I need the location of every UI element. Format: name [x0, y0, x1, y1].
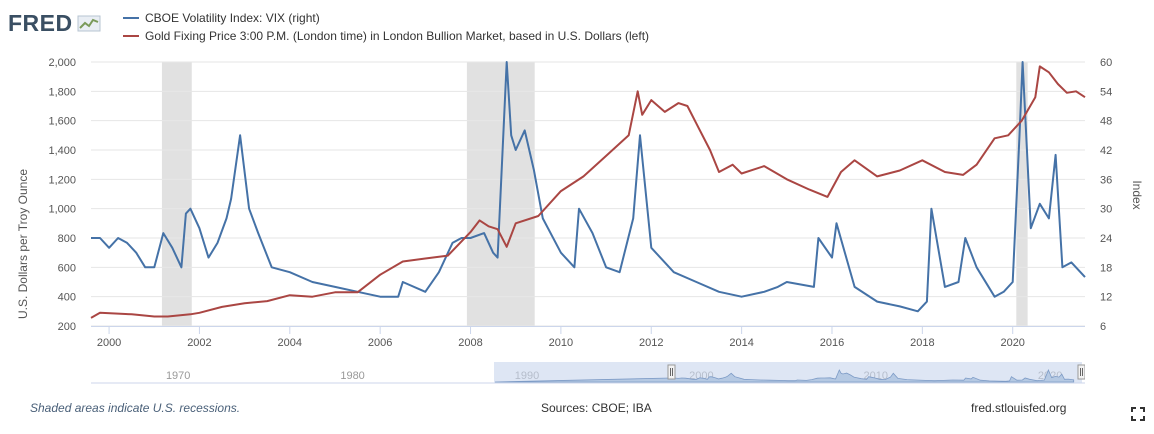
navigator-selection[interactable] [494, 362, 1082, 383]
x-axis: 2000 2002 2004 2006 2008 2010 2012 2014 2016 2018… [91, 326, 1085, 349]
legend-label-vix: CBOE Volatility Index: VIX (right) [145, 11, 320, 25]
x-tick-label: 2016 [820, 337, 844, 349]
recession-note: Shaded areas indicate U.S. recessions. [30, 401, 241, 415]
x-tick-label: 2004 [278, 337, 302, 349]
left-tick-label: 400 [58, 292, 76, 304]
legend-swatch-vix [123, 17, 139, 19]
left-tick-label: 1,600 [48, 116, 76, 128]
right-tick-label: 54 [1100, 86, 1112, 98]
right-tick-label: 60 [1100, 57, 1112, 69]
legend-item-vix[interactable]: CBOE Volatility Index: VIX (right) [123, 11, 320, 25]
x-tick-label: 2000 [97, 337, 121, 349]
left-tick-label: 600 [58, 262, 76, 274]
recession-band-2 [1016, 62, 1028, 326]
right-tick-label: 30 [1100, 204, 1112, 216]
left-axis-title: U.S. Dollars per Troy Ounce [16, 169, 30, 319]
fred-logo[interactable]: FRED [8, 8, 101, 38]
left-tick-label: 1,200 [48, 174, 76, 186]
navigator-handle-left[interactable] [667, 364, 676, 380]
legend-swatch-gold [123, 35, 139, 37]
right-tick-label: 36 [1100, 174, 1112, 186]
x-tick-label: 2008 [458, 337, 482, 349]
right-tick-label: 48 [1100, 116, 1112, 128]
logo-text: FRED [8, 9, 73, 36]
left-tick-label: 1,000 [48, 204, 76, 216]
left-tick-label: 2,000 [48, 57, 76, 69]
navigator-series [494, 368, 1075, 383]
fullscreen-icon[interactable] [1131, 407, 1145, 421]
site-link[interactable]: fred.stlouisfed.org [971, 401, 1067, 415]
right-tick-label: 18 [1100, 262, 1112, 274]
vix-series-line[interactable] [91, 61, 1086, 313]
navigator-tick-label: 1980 [340, 370, 364, 382]
x-tick-label: 2002 [187, 337, 211, 349]
fred-chart-icon [77, 15, 101, 32]
x-tick-label: 2014 [729, 337, 753, 349]
right-axis: 6 12 18 24 30 36 42 48 54 60 [1100, 57, 1112, 333]
chart-header: FRED CBOE Volatility Index: VIX (right) … [0, 0, 1154, 50]
right-tick-label: 24 [1100, 233, 1112, 245]
x-tick-label: 2006 [368, 337, 392, 349]
navigator-tick-label: 1970 [166, 370, 190, 382]
x-tick-label: 2012 [639, 337, 663, 349]
series-lines [90, 61, 1086, 319]
left-axis: 200 400 600 800 1,000 1,200 1,400 1,600 1,800 2,0… [48, 57, 76, 333]
right-axis-title: Index [1130, 180, 1144, 209]
x-tick-label: 2020 [1000, 337, 1024, 349]
grid-lines [91, 61, 1085, 327]
range-navigator[interactable]: 197019801990200020102020 [91, 362, 1085, 388]
left-tick-label: 1,800 [48, 86, 76, 98]
legend-item-gold[interactable]: Gold Fixing Price 3:00 P.M. (London time… [123, 29, 649, 43]
left-tick-label: 800 [58, 233, 76, 245]
navigator-handle-right[interactable] [1077, 364, 1085, 380]
chart-plot[interactable]: 200 400 600 800 1,000 1,200 1,400 1,600 1,800 2,0… [0, 50, 1154, 350]
recession-shading [161, 62, 1028, 326]
gold-series-line[interactable] [90, 65, 1086, 319]
right-tick-label: 6 [1100, 321, 1106, 333]
left-tick-label: 1,400 [48, 145, 76, 157]
right-tick-label: 42 [1100, 145, 1112, 157]
right-tick-label: 12 [1100, 292, 1112, 304]
left-tick-label: 200 [58, 321, 76, 333]
recession-band-0 [161, 62, 192, 326]
legend-label-gold: Gold Fixing Price 3:00 P.M. (London time… [145, 29, 650, 43]
x-tick-label: 2018 [910, 337, 934, 349]
sources-text: Sources: CBOE; IBA [541, 401, 652, 415]
x-tick-label: 2010 [549, 337, 573, 349]
